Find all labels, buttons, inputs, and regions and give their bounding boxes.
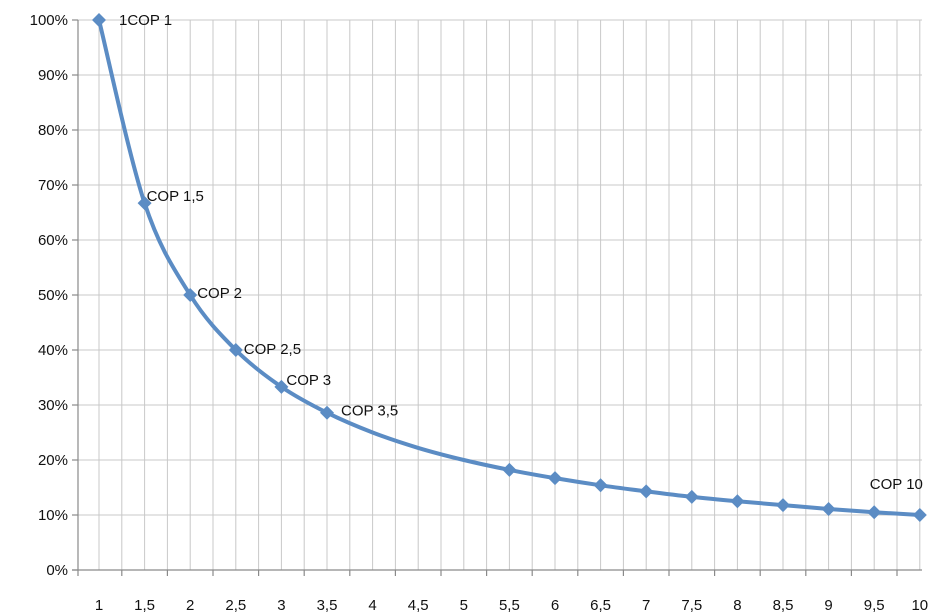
data-point-marker (684, 489, 699, 504)
x-tick-label: 4,5 (408, 597, 429, 613)
y-tick-label: 60% (38, 232, 68, 249)
data-point-label: COP 3 (286, 372, 331, 389)
y-tick-label: 70% (38, 177, 68, 194)
data-point-marker (228, 343, 243, 357)
y-tick-label: 90% (38, 67, 68, 84)
x-tick-label: 3 (277, 597, 285, 613)
data-point-marker (639, 484, 654, 499)
x-tick-label: 8,5 (773, 597, 794, 613)
data-point-marker (912, 508, 927, 522)
data-point-label: COP 2 (197, 285, 242, 302)
x-tick-label: 7,5 (681, 597, 702, 613)
x-tick-label: 6 (551, 597, 559, 613)
data-point-marker (137, 196, 152, 211)
x-tick-label: 5 (460, 597, 468, 613)
y-tick-label: 80% (38, 122, 68, 139)
data-point-marker (730, 494, 745, 509)
y-tick-label: 20% (38, 452, 68, 469)
axes (72, 19, 922, 576)
y-tick-label: 50% (38, 287, 68, 304)
x-tick-label: 4 (368, 597, 376, 613)
y-axis-tick-labels: 0% 10% 20% 30% 40% 50% 60% 70% 80% 90% 100% (30, 12, 68, 579)
data-point-marker (821, 501, 836, 516)
x-tick-label: 1,5 (134, 597, 155, 613)
data-point-marker (320, 405, 334, 420)
data-point-label: COP 1,5 (147, 188, 204, 205)
x-tick-label: 1 (95, 597, 103, 613)
x-tick-label: 7 (642, 597, 650, 613)
data-point-marker (183, 288, 198, 302)
x-tick-label: 2,5 (225, 597, 246, 613)
x-tick-label: 5,5 (499, 597, 520, 613)
x-axis-tick-labels: 1 1,5 2 2,5 3 3,5 4 4,5 5 5,5 6 6,5 7 7,5 8 8,5 9 9,5 10 (95, 597, 928, 613)
x-tick-label: 10 (911, 597, 928, 613)
data-point-marker (867, 505, 882, 520)
gridlines (78, 19, 922, 571)
data-point-label: COP 3,5 (341, 403, 398, 420)
data-point-marker (548, 471, 562, 486)
y-tick-label: 100% (30, 12, 68, 29)
x-tick-label: 3,5 (317, 597, 338, 613)
data-point-label: COP 10 (870, 476, 923, 493)
point-labels: 1COP 1 COP 1,5 COP 2 COP 2,5 COP 3 COP 3,5 COP… (119, 12, 923, 493)
data-point-label: COP 2,5 (244, 341, 301, 358)
y-tick-label: 0% (46, 562, 68, 579)
data-point-marker (776, 498, 790, 513)
x-tick-label: 8 (733, 597, 741, 613)
x-tick-label: 6,5 (590, 597, 611, 613)
y-tick-label: 30% (38, 397, 68, 414)
x-tick-label: 9 (824, 597, 832, 613)
y-tick-label: 40% (38, 342, 68, 359)
x-tick-label: 2 (186, 597, 194, 613)
data-point-label: 1COP 1 (119, 12, 172, 29)
data-point-marker (593, 478, 608, 493)
x-tick-label: 9,5 (864, 597, 885, 613)
series-markers (92, 13, 927, 522)
data-point-marker (274, 379, 289, 394)
y-tick-label: 10% (38, 507, 68, 524)
data-point-marker (92, 13, 106, 27)
data-point-marker (502, 462, 517, 477)
